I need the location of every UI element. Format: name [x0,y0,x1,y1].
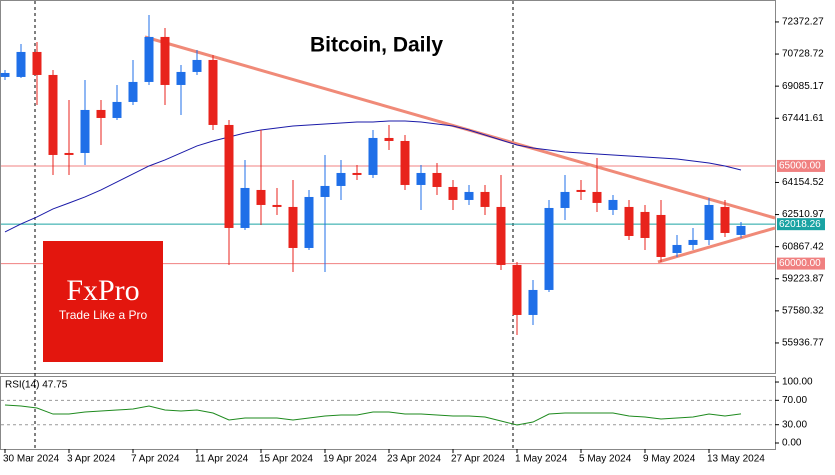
candle-body [32,51,42,75]
moving-average [4,120,742,233]
x-tick-label: 19 Apr 2024 [323,454,377,465]
candle-body [496,206,506,265]
x-tick-label: 11 Apr 2024 [195,454,249,465]
candle-body [192,59,202,72]
candle-body [400,140,410,185]
candle-body [560,191,570,208]
y-tick-label: 100.00 [782,377,813,388]
y-tick-label: 59223.87 [782,273,824,284]
price-tag [777,159,825,172]
y-tick-label: 69085.17 [782,81,824,92]
candle-body [208,59,218,125]
candle-body [352,172,362,175]
candle-body [144,36,154,82]
candle-body [304,196,314,248]
candle-body [80,109,90,153]
candle-body [720,206,730,233]
candle-body [704,204,714,240]
candle-body [256,189,266,205]
candle-body [624,206,634,236]
rsi-label: RSI(14) 47.75 [5,380,68,391]
candle-body [128,81,138,102]
x-tick-label: 9 May 2024 [643,454,696,465]
candle-body [480,191,490,207]
candle-body [736,225,746,235]
y-tick-label: 55936.77 [782,338,824,349]
candle-body [384,137,394,141]
candle-body [672,244,682,253]
candle-body [576,189,586,192]
candle-body [240,187,250,228]
candle-body [656,214,666,257]
logo-brand: FxPro [66,274,139,307]
candle-body [528,289,538,315]
chart-title: Bitcoin, Daily [310,34,443,57]
y-tick-label: 60867.42 [782,241,824,252]
candle-body [432,172,442,187]
y-tick-label: 64154.52 [782,177,824,188]
candle-body [320,185,330,197]
candle-body [608,199,618,210]
y-tick-label: 70728.72 [782,49,824,60]
candle-body [288,206,298,248]
candle-body [416,172,426,185]
candle-body [512,264,522,315]
y-tick-label: 72372.27 [782,17,824,28]
candle-body [0,72,10,77]
candle-body [368,137,378,175]
candle-body [336,172,346,186]
rsi-panel [0,376,776,450]
candle-body [448,186,458,200]
candle-body [592,191,602,203]
candle-body [112,101,122,118]
candle-body [464,191,474,200]
price-tag-label: 65000.00 [779,161,821,172]
candle-body [48,74,58,155]
y-tick-label: 0.00 [782,438,802,449]
y-tick-label: 70.00 [782,395,807,406]
x-tick-label: 3 Apr 2024 [67,454,116,465]
x-tick-label: 13 May 2024 [707,454,765,465]
y-tick-label: 30.00 [782,419,807,430]
candle-body [544,207,554,290]
x-tick-label: 15 Apr 2024 [259,454,313,465]
candle-body [272,204,282,207]
y-tick-label: 67441.61 [782,113,824,124]
candle-body [96,109,106,118]
x-tick-label: 23 Apr 2024 [387,454,441,465]
x-tick-label: 7 Apr 2024 [131,454,180,465]
price-panel [0,0,776,374]
price-tag [777,257,825,270]
y-tick-label: 62510.97 [782,209,824,220]
rsi-line [4,404,742,426]
candle-body [640,211,650,238]
candle-body [176,71,186,85]
x-tick-label: 1 May 2024 [515,454,568,465]
price-tag [777,218,825,231]
candle-body [688,239,698,245]
logo-box [43,241,163,362]
candle-body [64,152,74,155]
price-tag-label: 60000.00 [779,258,821,269]
logo-tagline: Trade Like a Pro [59,308,148,322]
price-tag-label: 62018.26 [779,219,821,230]
x-tick-label: 27 Apr 2024 [451,454,505,465]
candle-body [224,124,234,228]
x-tick-label: 5 May 2024 [579,454,632,465]
candle-body [16,51,26,77]
candle-body [160,36,170,85]
x-tick-label: 30 Mar 2024 [3,454,60,465]
y-tick-label: 57580.32 [782,306,824,317]
